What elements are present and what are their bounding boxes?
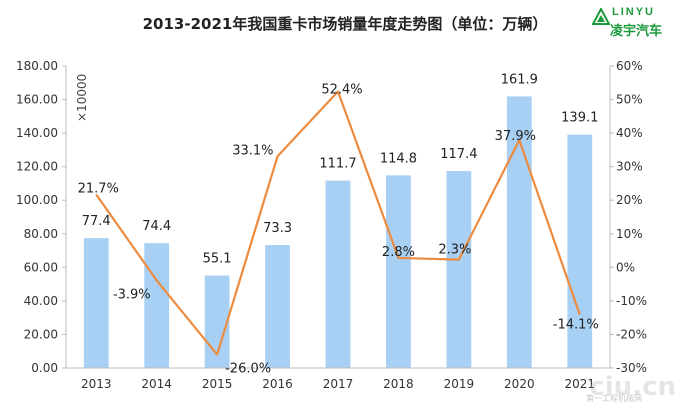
left-tick-label: 140.00 xyxy=(16,126,58,140)
linyu-logo-icon xyxy=(592,8,610,25)
right-tick-label: 50% xyxy=(616,93,643,107)
bar-value-label: 77.4 xyxy=(82,214,111,229)
x-tick-label: 2016 xyxy=(262,377,293,391)
bar-value-label: 161.9 xyxy=(501,72,538,87)
bar-value-label: 55.1 xyxy=(203,252,232,267)
watermark-logo: ciu.cn xyxy=(589,372,676,402)
right-tick-label: 40% xyxy=(616,126,643,140)
x-tick-label: 2013 xyxy=(81,377,112,391)
left-tick-label: 120.00 xyxy=(16,160,58,174)
line-value-label: 33.1% xyxy=(232,143,273,158)
x-tick-label: 2015 xyxy=(202,377,233,391)
left-tick-label: 0.00 xyxy=(31,361,58,375)
line-series xyxy=(95,90,581,356)
line-value-label: 37.9% xyxy=(495,129,536,144)
bar-value-label: 111.7 xyxy=(319,157,356,172)
line-value-label: -3.9% xyxy=(113,287,151,302)
x-tick-label: 2014 xyxy=(141,377,172,391)
left-tick-label: 100.00 xyxy=(16,193,58,207)
x-tick-label: 2020 xyxy=(504,377,535,391)
right-tick-label: -30% xyxy=(616,361,647,375)
bar-2021 xyxy=(567,134,593,368)
bar-2014 xyxy=(144,243,170,368)
line-value-label: -26.0% xyxy=(225,362,271,377)
x-tick-label: 2021 xyxy=(565,377,596,391)
left-tick-label: 80.00 xyxy=(24,227,58,241)
right-tick-label: -10% xyxy=(616,294,647,308)
bar-2019 xyxy=(446,171,472,368)
watermark-text: 第一工程机械网 xyxy=(586,394,642,403)
right-tick-label: 30% xyxy=(616,160,643,174)
left-tick-label: 40.00 xyxy=(24,294,58,308)
bar-2013 xyxy=(83,238,109,368)
bar-value-label: 117.4 xyxy=(440,147,477,162)
line-value-label: 21.7% xyxy=(78,182,119,197)
left-tick-label: 20.00 xyxy=(24,327,58,341)
x-tick-label: 2019 xyxy=(444,377,475,391)
bar-2016 xyxy=(265,245,290,368)
bar-2018 xyxy=(386,175,411,368)
bar-value-label: 114.8 xyxy=(380,151,417,166)
bar-value-label: 73.3 xyxy=(263,221,292,236)
logo-brand-text: LINYU xyxy=(612,6,655,18)
data-labels: 77.4 74.4 55.1 73.3 111.7 114.8 117.4 161.9 139.… xyxy=(78,72,599,376)
x-tick-label: 2018 xyxy=(383,377,414,391)
right-tick-label: 20% xyxy=(616,193,643,207)
line-value-label: -14.1% xyxy=(553,318,599,333)
line-value-label: 2.3% xyxy=(438,243,471,258)
chart-title: 2013-2021年我国重卡市场销量年度走势图（单位：万辆） xyxy=(142,15,548,33)
brand-logo: LINYU 凌宇汽车 xyxy=(592,6,678,40)
left-tick-label: 160.00 xyxy=(16,93,58,107)
bar-value-label: 139.1 xyxy=(561,111,598,126)
right-tick-label: 10% xyxy=(616,227,643,241)
logo-company-name: 凌宇汽车 xyxy=(610,24,663,39)
left-axis-unit-label: ×10000 xyxy=(75,74,89,122)
right-tick-label: 60% xyxy=(616,59,643,73)
bar-series xyxy=(83,96,593,369)
bar-2017 xyxy=(325,180,351,368)
x-tick-label: 2017 xyxy=(323,377,354,391)
right-tick-label: -20% xyxy=(616,327,647,341)
line-value-label: 52.4% xyxy=(321,83,362,98)
line-value-label: 2.8% xyxy=(382,245,415,260)
bar-value-label: 74.4 xyxy=(142,219,171,234)
right-tick-label: 0% xyxy=(616,260,635,274)
chart-axes: 0.00 20.00 40.00 60.00 80.00 100.00 120.00 140.… xyxy=(16,59,647,391)
left-tick-label: 60.00 xyxy=(24,260,58,274)
left-tick-label: 180.00 xyxy=(16,59,58,73)
